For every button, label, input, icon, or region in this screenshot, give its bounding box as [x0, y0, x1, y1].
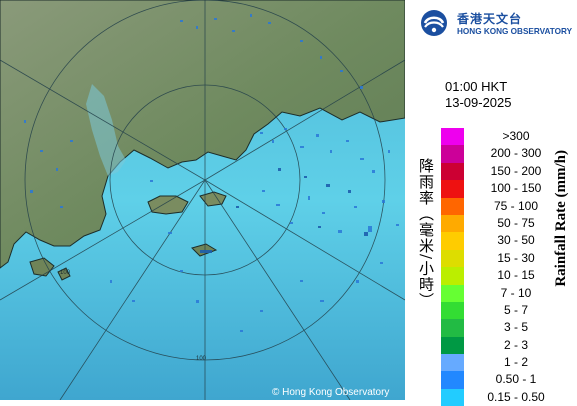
legend-row: 3 - 5 — [441, 319, 561, 337]
legend-label: 30 - 50 — [497, 233, 535, 248]
legend-row: 30 - 50 — [441, 232, 561, 250]
observatory-name-zh: 香港天文台 — [457, 12, 523, 26]
radar-map: 100 100 — [0, 0, 405, 400]
legend-swatch — [441, 197, 464, 215]
legend-swatch — [441, 301, 464, 320]
legend-label: 7 - 10 — [500, 285, 532, 300]
legend-row: 7 - 10 — [441, 284, 561, 302]
observation-date: 13-09-2025 — [445, 95, 512, 110]
legend-row: 1 - 2 — [441, 354, 561, 372]
hko-logo-icon — [421, 10, 447, 36]
legend-row: 100 - 150 — [441, 180, 561, 198]
legend-swatch — [441, 388, 464, 406]
legend-row: 10 - 15 — [441, 267, 561, 285]
estuary-inlet — [86, 84, 126, 176]
legend-swatch — [441, 319, 464, 337]
legend-label: 0.15 - 0.50 — [487, 389, 545, 404]
legend-label: 10 - 15 — [497, 268, 535, 283]
legend-swatch — [441, 371, 464, 389]
legend-row: 50 - 75 — [441, 214, 561, 233]
legend-row: 0.15 - 0.50 — [441, 388, 561, 406]
legend-row: 2 - 3 — [441, 336, 561, 355]
legend-label: 1 - 2 — [503, 355, 528, 370]
observatory-logo: 香港天文台 HONG KONG OBSERVATORY — [413, 6, 577, 40]
rainfall-legend: >300 200 - 300 150 - 200 100 - 150 75 - 100 5… — [441, 128, 561, 406]
range-rings — [0, 0, 405, 400]
info-panel: 香港天文台 HONG KONG OBSERVATORY 01:00 HKT 13… — [405, 0, 577, 406]
legend-swatch — [441, 249, 464, 268]
rain-echoes — [24, 14, 399, 332]
legend-label: 150 - 200 — [490, 163, 542, 178]
legend-swatch — [441, 232, 464, 250]
legend-label: 50 - 75 — [497, 215, 535, 230]
legend-row: 75 - 100 — [441, 197, 561, 215]
observation-time: 01:00 HKT — [445, 79, 508, 94]
copyright-text: © Hong Kong Observatory — [272, 387, 389, 398]
legend-row: 15 - 30 — [441, 249, 561, 268]
legend-row: 200 - 300 — [441, 145, 561, 163]
legend-row: 150 - 200 — [441, 162, 561, 181]
legend-label: >300 — [502, 129, 530, 143]
legend-label: 2 - 3 — [503, 337, 528, 352]
legend-row: >300 — [441, 128, 561, 146]
lantau-island — [147, 195, 189, 215]
observatory-name-en: HONG KONG OBSERVATORY — [457, 27, 573, 36]
legend-swatch — [441, 180, 464, 198]
legend-swatch — [441, 336, 464, 355]
legend-row: 0.50 - 1 — [441, 371, 561, 389]
legend-swatch — [441, 354, 464, 372]
legend-label: 3 - 5 — [503, 320, 528, 335]
legend-title-en: Rainfall Rate (mm/h) — [553, 150, 569, 287]
legend-swatch — [441, 128, 464, 146]
legend-swatch — [441, 214, 464, 233]
range-label-west: 100 — [60, 270, 71, 276]
legend-label: 15 - 30 — [497, 250, 535, 265]
legend-label: 75 - 100 — [493, 198, 539, 213]
range-label-south: 100 — [196, 356, 207, 362]
mainland-land — [0, 0, 405, 269]
legend-label: 5 - 7 — [503, 302, 528, 317]
legend-label: 0.50 - 1 — [495, 372, 537, 387]
legend-title-zh: 降雨率（毫米/小時） — [417, 158, 435, 309]
legend-swatch — [441, 284, 464, 302]
legend-swatch — [441, 162, 464, 181]
legend-swatch — [441, 267, 464, 285]
legend-row: 5 - 7 — [441, 301, 561, 320]
legend-label: 200 - 300 — [490, 146, 542, 161]
legend-label: 100 - 150 — [490, 181, 542, 196]
legend-swatch — [441, 145, 464, 163]
